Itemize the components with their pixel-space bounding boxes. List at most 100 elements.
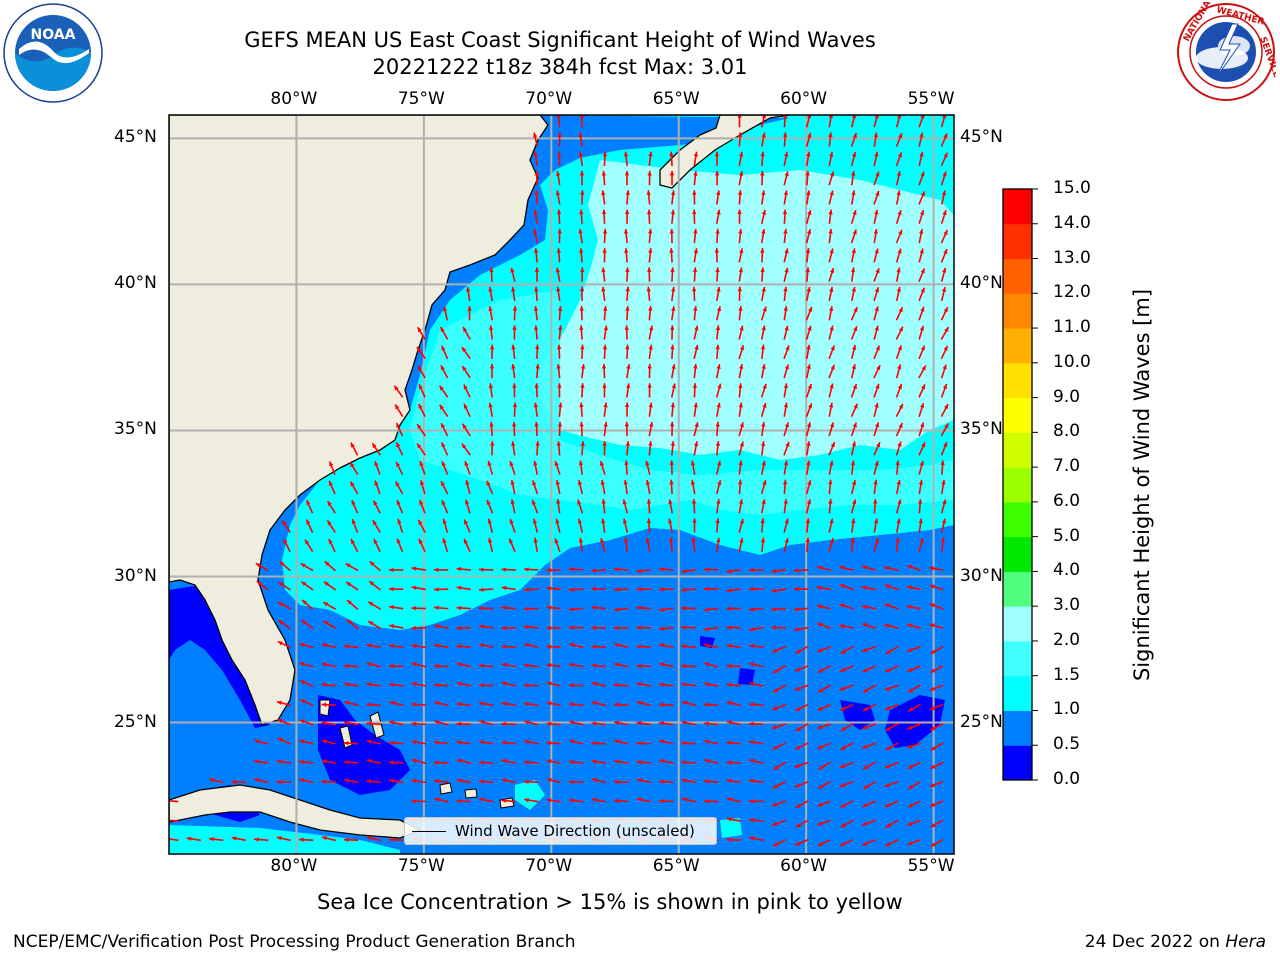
wind-wave-arrow [487, 518, 494, 533]
wind-wave-arrow [253, 837, 269, 842]
wind-wave-arrow [394, 404, 404, 418]
wind-wave-arrow [647, 383, 652, 398]
wind-wave-arrow [433, 760, 449, 765]
wind-wave-arrow [918, 365, 927, 379]
wind-wave-arrow [578, 151, 583, 166]
wind-wave-arrow [523, 624, 539, 630]
wind-wave-arrow [805, 132, 812, 147]
wind-wave-arrow [534, 267, 540, 282]
wind-wave-arrow [557, 132, 562, 147]
wind-wave-arrow [343, 837, 359, 842]
wind-wave-arrow [434, 797, 449, 803]
wind-wave-arrow [760, 402, 767, 417]
wind-wave-arrow [350, 538, 359, 553]
wind-wave-arrow [805, 325, 812, 340]
wind-wave-arrow [726, 663, 741, 669]
wind-wave-arrow [591, 586, 606, 592]
wind-wave-arrow [692, 518, 697, 533]
wind-wave-arrow [828, 325, 834, 340]
wind-wave-arrow [828, 248, 834, 263]
wind-wave-arrow [760, 441, 766, 456]
colorbar-segment [1003, 501, 1032, 538]
colorbar-frame [1002, 188, 1033, 781]
wind-wave-arrow [805, 209, 812, 224]
wind-wave-arrow [929, 623, 944, 629]
wind-wave-arrow [885, 645, 899, 655]
wind-wave-arrow [367, 620, 382, 630]
wind-wave-arrow [579, 402, 584, 417]
wind-wave-arrow [465, 479, 471, 495]
wind-wave-arrow [726, 682, 741, 688]
wind-wave-arrow [703, 607, 719, 612]
wind-wave-arrow [760, 267, 765, 282]
wind-wave-arrow [603, 402, 608, 417]
wind-wave-arrow [668, 499, 674, 514]
wind-wave-arrow [321, 662, 336, 668]
wind-wave-arrow [670, 190, 676, 205]
wind-wave-arrow [351, 518, 359, 533]
wind-wave-arrow [343, 760, 359, 765]
wind-wave-arrow [895, 479, 901, 495]
wind-wave-arrow [817, 622, 831, 629]
wind-wave-arrow [760, 344, 766, 359]
wind-wave-arrow [850, 267, 856, 282]
wind-wave-arrow [907, 684, 922, 693]
lon-label-top: 75°W [397, 89, 445, 109]
wind-wave-arrow [277, 737, 292, 745]
wind-wave-arrow [556, 441, 561, 456]
wind-wave-arrow [531, 499, 539, 514]
wind-wave-arrow [254, 739, 269, 745]
wind-wave-arrow [693, 422, 699, 437]
wind-wave-arrow [614, 643, 629, 649]
wind-wave-arrow [456, 681, 471, 687]
wind-wave-arrow [714, 151, 720, 166]
wind-wave-arrow [805, 499, 812, 514]
colorbar-tick-label: 10.0 [1053, 351, 1091, 372]
wind-wave-arrow [523, 760, 539, 765]
wind-wave-arrow [323, 620, 337, 630]
wind-wave-arrow [418, 499, 426, 514]
wind-wave-arrow [580, 363, 586, 379]
wind-wave-arrow [411, 625, 426, 631]
wind-wave-arrow [568, 683, 584, 688]
wind-wave-arrow [828, 267, 835, 282]
wind-wave-arrow [568, 625, 584, 630]
wind-wave-arrow [389, 778, 404, 784]
wind-wave-arrow [625, 286, 630, 302]
wind-wave-arrow [624, 421, 629, 437]
wind-wave-arrow [278, 581, 292, 591]
wind-wave-arrow [511, 441, 516, 456]
wind-wave-arrow [828, 498, 833, 514]
lon-label-top: 80°W [270, 89, 318, 109]
wind-wave-arrow [895, 460, 900, 475]
wave-band-0-0 [169, 585, 270, 728]
wind-wave-arrow [940, 441, 948, 456]
wind-wave-arrow [895, 326, 904, 340]
wind-wave-arrow [366, 643, 381, 649]
wind-wave-arrow [555, 190, 561, 205]
wind-wave-arrow [255, 562, 269, 572]
wind-wave-arrow [546, 721, 561, 726]
wind-wave-arrow [579, 209, 584, 224]
wind-wave-arrow [850, 479, 857, 495]
wind-wave-arrow [828, 422, 835, 437]
wind-wave-arrow [569, 739, 584, 745]
wind-wave-arrow [681, 797, 696, 803]
wind-wave-arrow [533, 537, 539, 553]
wind-wave-arrow [636, 568, 651, 574]
wind-wave-arrow [648, 441, 653, 456]
wind-wave-arrow [840, 645, 854, 655]
wind-wave-arrow [940, 423, 950, 437]
wind-wave-arrow [441, 499, 449, 514]
wind-wave-arrow [299, 661, 314, 668]
wind-wave-arrow [884, 584, 899, 591]
wind-wave-arrow [895, 171, 901, 186]
wind-wave-arrow [433, 605, 449, 610]
wind-wave-arrow [726, 797, 741, 803]
wind-wave-arrow [614, 739, 629, 745]
wind-wave-arrow [760, 383, 767, 398]
wind-wave-arrow [783, 228, 788, 244]
wind-wave-arrow [388, 740, 404, 746]
wind-wave-arrow [591, 741, 606, 746]
wind-wave-arrow [440, 365, 449, 379]
